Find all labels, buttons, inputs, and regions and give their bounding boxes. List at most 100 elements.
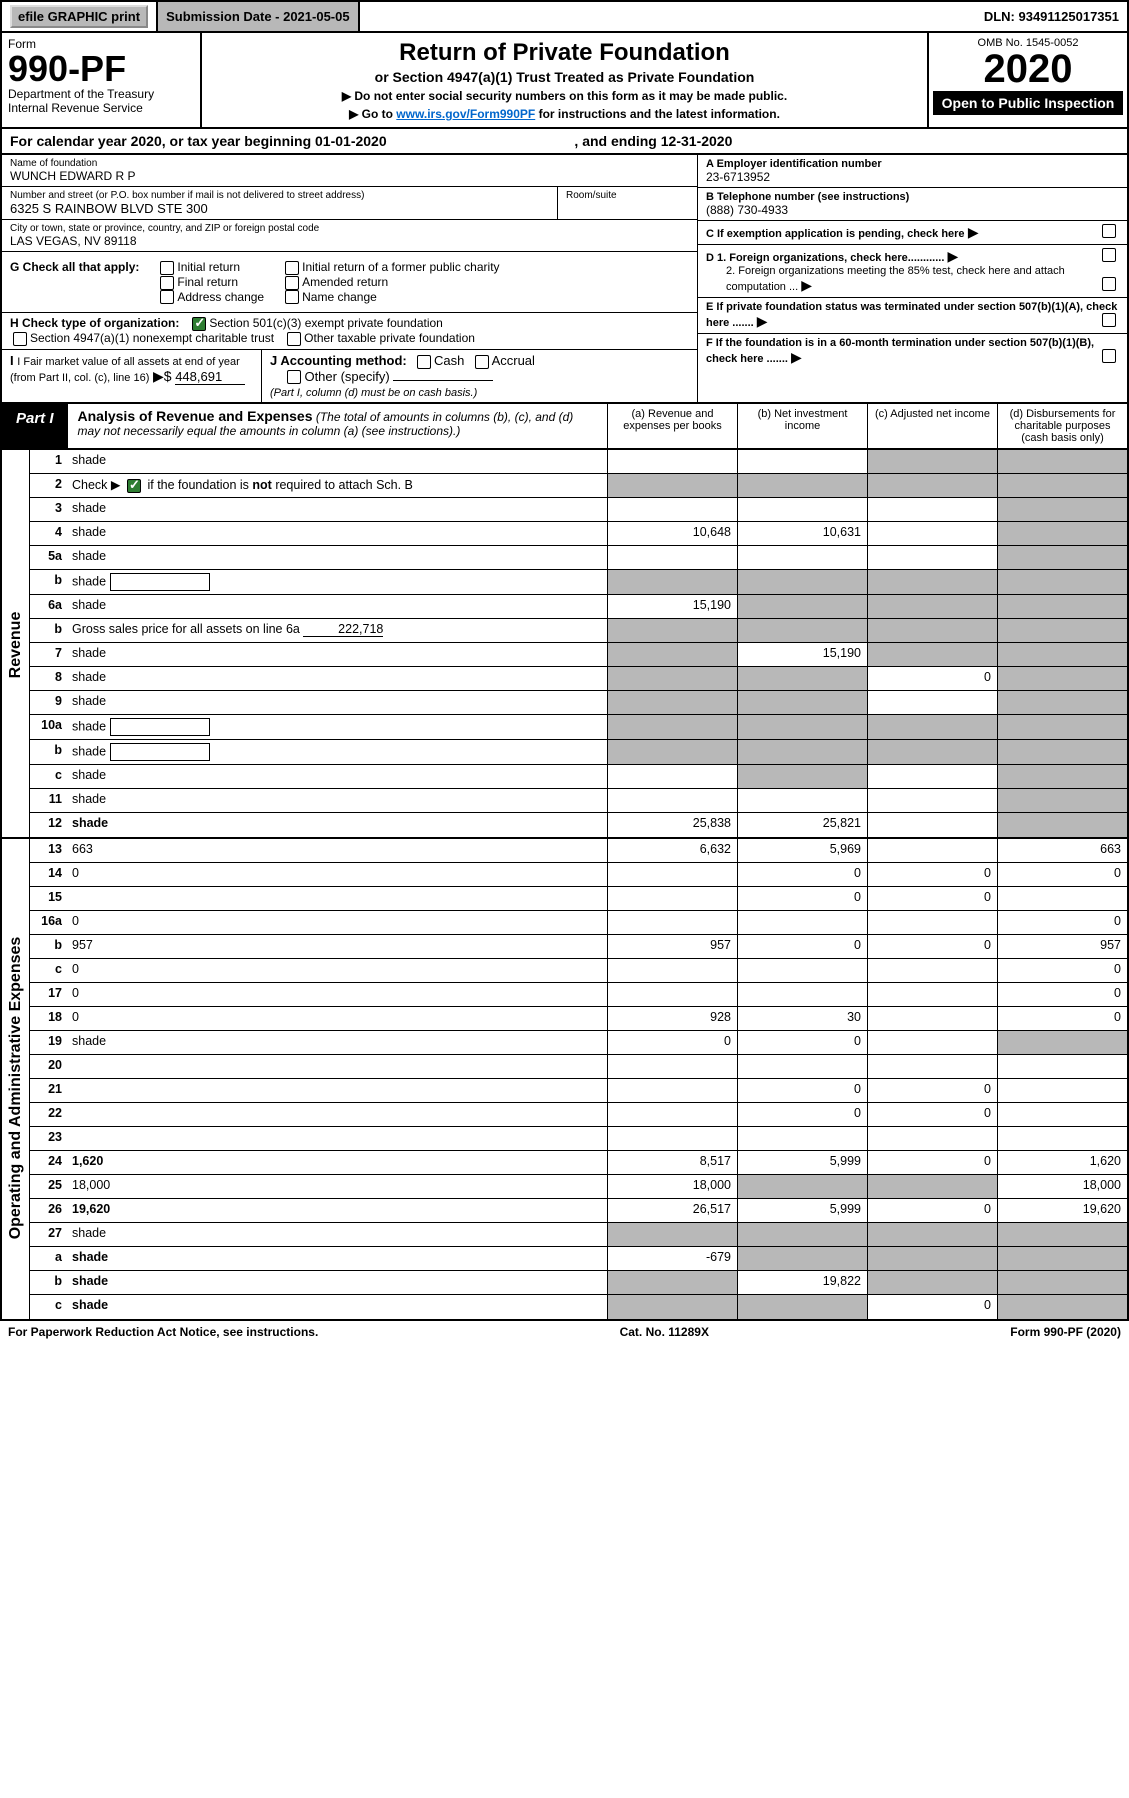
f-cell: F If the foundation is in a 60-month ter… (698, 334, 1127, 369)
form990pf-link[interactable]: www.irs.gov/Form990PF (396, 107, 535, 121)
checkbox-initial-former[interactable] (285, 261, 299, 275)
table-row: cshade (30, 765, 1127, 789)
table-row: bshade (30, 740, 1127, 765)
checkbox-507b1a[interactable] (1102, 313, 1116, 327)
cell-value: 5,969 (737, 839, 867, 862)
cell-value (607, 1127, 737, 1150)
cell-value (607, 789, 737, 812)
efile-button[interactable]: efile GRAPHIC print (10, 5, 148, 28)
cell-value: 957 (607, 935, 737, 958)
checkbox-85pct[interactable] (1102, 277, 1116, 291)
cell-shaded (607, 619, 737, 642)
col-a-hdr: (a) Revenue and expenses per books (607, 404, 737, 448)
row-desc: 19,620 (66, 1199, 607, 1222)
cell-value: 30 (737, 1007, 867, 1030)
row-desc (66, 887, 607, 910)
cell-value: 0 (867, 863, 997, 886)
cell-value (607, 863, 737, 886)
cell-value (607, 959, 737, 982)
inner-val: 222,718 (303, 622, 383, 637)
submission-date: Submission Date - 2021-05-05 (158, 2, 360, 31)
opt-final: Final return (177, 275, 238, 289)
checkbox-other-taxable[interactable] (287, 332, 301, 346)
row-desc: shade (66, 765, 607, 788)
row-desc: shade (66, 570, 607, 594)
info-right: A Employer identification number 23-6713… (697, 155, 1127, 402)
footer-mid: Cat. No. 11289X (620, 1325, 709, 1339)
checkbox-cash[interactable] (417, 355, 431, 369)
checkbox-507b1b[interactable] (1102, 349, 1116, 363)
cell-value (867, 1007, 997, 1030)
row-num: 21 (30, 1079, 66, 1102)
cell-value (997, 887, 1127, 910)
cell-shaded (997, 1271, 1127, 1294)
table-row: bGross sales price for all assets on lin… (30, 619, 1127, 643)
row-desc: shade (66, 813, 607, 837)
note2-post: for instructions and the latest informat… (535, 107, 780, 121)
checkbox-other-method[interactable] (287, 370, 301, 384)
addr-label: Number and street (or P.O. box number if… (10, 190, 549, 201)
checkbox-accrual[interactable] (475, 355, 489, 369)
cell-value: 0 (997, 983, 1127, 1006)
cell-value (737, 498, 867, 521)
cell-value (737, 546, 867, 569)
checkbox-amended[interactable] (285, 276, 299, 290)
table-row: 7shade15,190 (30, 643, 1127, 667)
checkbox-address-change[interactable] (160, 290, 174, 304)
table-row: 19shade00 (30, 1031, 1127, 1055)
checkbox-final-return[interactable] (160, 276, 174, 290)
cell-value (737, 1055, 867, 1078)
cell-shaded (997, 450, 1127, 473)
cell-shaded (737, 1295, 867, 1319)
checkbox-foreign-org[interactable] (1102, 248, 1116, 262)
footer-right: Form 990-PF (2020) (1010, 1325, 1121, 1339)
cal-mid: , and ending (574, 133, 660, 149)
expense-rows: 136636,6325,969663140000150016a00b957957… (30, 839, 1127, 1319)
cell-shaded (737, 1223, 867, 1246)
revenue-label-text: Revenue (7, 612, 25, 679)
inner-box (110, 743, 210, 761)
cell-shaded (607, 1223, 737, 1246)
page-footer: For Paperwork Reduction Act Notice, see … (0, 1321, 1129, 1343)
c-arrow: ▶ (968, 224, 979, 240)
checkbox-exemption-pending[interactable] (1102, 224, 1116, 238)
checkbox-schb[interactable] (127, 479, 141, 493)
row-num: 18 (30, 1007, 66, 1030)
cell-value: 10,631 (737, 522, 867, 545)
checkbox-501c3[interactable] (192, 317, 206, 331)
part1-header: Part I Analysis of Revenue and Expenses … (0, 404, 1129, 450)
row-num: 12 (30, 813, 66, 837)
table-row: 12shade25,83825,821 (30, 813, 1127, 837)
checkbox-name-change[interactable] (285, 290, 299, 304)
table-row: 3shade (30, 498, 1127, 522)
cell-value: 15,190 (737, 643, 867, 666)
cell-value: 6,632 (607, 839, 737, 862)
info-left: Name of foundation WUNCH EDWARD R P Numb… (2, 155, 697, 402)
table-row: 180928300 (30, 1007, 1127, 1031)
cell-value (867, 911, 997, 934)
form-header: Form 990-PF Department of the Treasury I… (0, 33, 1129, 129)
header-mid: Return of Private Foundation or Section … (202, 33, 927, 127)
cell-value (737, 959, 867, 982)
checkbox-initial-return[interactable] (160, 261, 174, 275)
cell-value (737, 1127, 867, 1150)
cell-value: 18,000 (997, 1175, 1127, 1198)
cell-shaded (997, 1295, 1127, 1319)
ein-value: 23-6713952 (706, 170, 1119, 184)
revenue-table: Revenue 1shade2Check ▶ if the foundation… (0, 450, 1129, 839)
d2-arrow: ▶ (801, 277, 812, 293)
cell-value: 18,000 (607, 1175, 737, 1198)
revenue-rows: 1shade2Check ▶ if the foundation is not … (30, 450, 1127, 837)
table-row: 241,6208,5175,99901,620 (30, 1151, 1127, 1175)
cell-value (737, 911, 867, 934)
cell-value: 19,822 (737, 1271, 867, 1294)
a-label: A Employer identification number (706, 158, 1119, 170)
h-label: H Check type of organization: (10, 316, 179, 330)
cell-value (607, 983, 737, 1006)
row-num: 1 (30, 450, 66, 473)
table-row: b95795700957 (30, 935, 1127, 959)
checkbox-4947[interactable] (13, 332, 27, 346)
part1-title-text: Analysis of Revenue and Expenses (78, 408, 313, 424)
foundation-name-cell: Name of foundation WUNCH EDWARD R P (2, 155, 697, 187)
cell-shaded (997, 474, 1127, 497)
